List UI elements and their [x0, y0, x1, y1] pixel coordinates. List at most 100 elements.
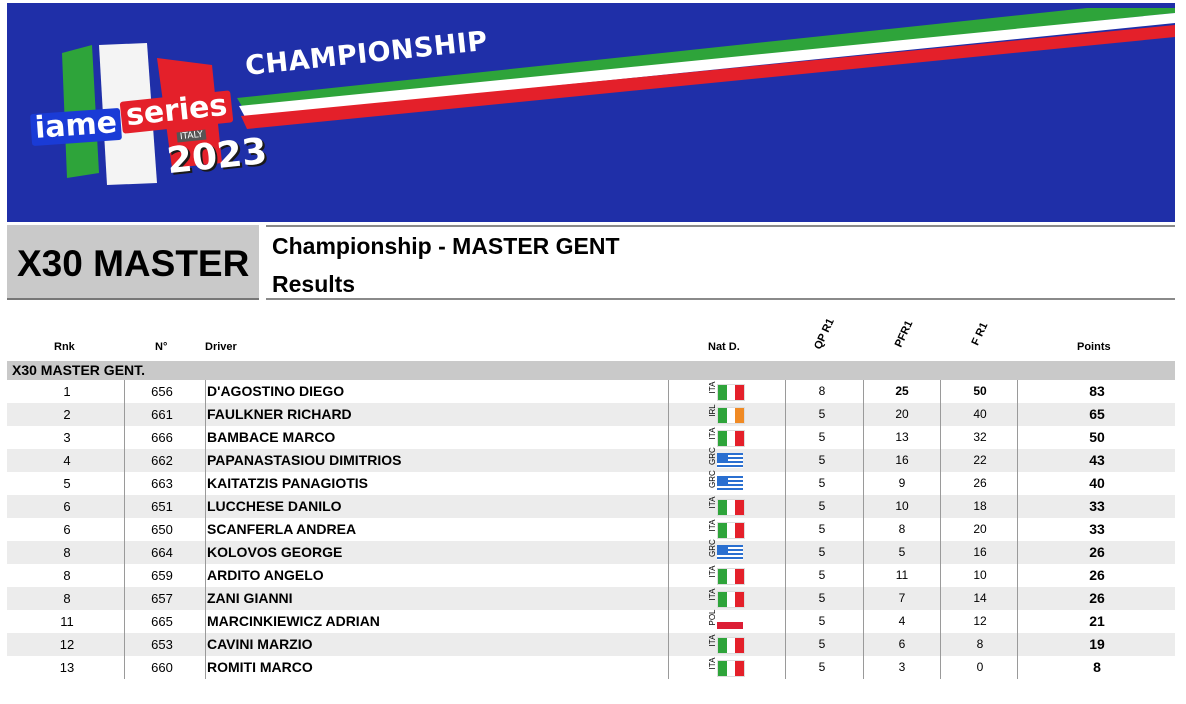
column-divider — [668, 518, 669, 541]
qp-cell: 5 — [818, 545, 826, 559]
col-number: N° — [155, 341, 168, 353]
number-cell: 663 — [151, 476, 173, 491]
column-divider — [668, 380, 669, 403]
nat-code: ITA — [708, 565, 717, 578]
col-pf: PFR1 — [892, 318, 916, 350]
column-divider — [940, 587, 941, 610]
number-cell: 660 — [151, 660, 173, 675]
f-cell: 8 — [976, 637, 984, 651]
column-divider — [668, 656, 669, 679]
column-divider — [863, 656, 864, 679]
column-divider — [205, 610, 206, 633]
group-label: X30 MASTER GENT. — [12, 362, 146, 378]
f-cell: 12 — [973, 614, 987, 628]
page-title: Championship - MASTER GENT — [272, 233, 620, 259]
column-divider — [124, 403, 125, 426]
points-cell: 33 — [1089, 498, 1105, 514]
driver-cell: MARCINKIEWICZ ADRIAN — [207, 613, 380, 629]
rank-cell: 2 — [63, 407, 71, 422]
column-divider — [785, 633, 786, 656]
column-divider — [668, 426, 669, 449]
qp-cell: 5 — [818, 522, 826, 536]
table-row: 3 666 BAMBACE MARCO ITA 5 13 32 50 — [7, 426, 1175, 449]
column-divider — [1017, 656, 1018, 679]
rank-cell: 8 — [63, 545, 71, 560]
points-cell: 19 — [1089, 636, 1105, 652]
column-divider — [205, 587, 206, 610]
qp-cell: 5 — [818, 499, 826, 513]
column-divider — [205, 449, 206, 472]
column-divider — [668, 541, 669, 564]
qp-cell: 8 — [818, 384, 826, 398]
nat-code: ITA — [708, 588, 717, 601]
f-cell: 32 — [973, 430, 987, 444]
pf-cell: 4 — [898, 614, 906, 628]
f-cell: 22 — [973, 453, 987, 467]
column-divider — [1017, 541, 1018, 564]
qp-cell: 5 — [818, 660, 826, 674]
driver-cell: LUCCHESE DANILO — [207, 498, 342, 514]
rank-cell: 1 — [63, 384, 71, 399]
column-divider — [205, 472, 206, 495]
column-divider — [668, 610, 669, 633]
nat-code: ITA — [708, 657, 717, 670]
number-cell: 650 — [151, 522, 173, 537]
category-box: X30 MASTER — [7, 225, 259, 300]
column-divider — [124, 564, 125, 587]
number-cell: 659 — [151, 568, 173, 583]
column-divider — [1017, 380, 1018, 403]
qp-cell: 5 — [818, 591, 826, 605]
f-cell: 50 — [973, 384, 987, 398]
column-divider — [785, 656, 786, 679]
nat-code: GRC — [708, 447, 717, 465]
flag-icon — [717, 453, 743, 468]
nat-code: POL — [708, 609, 717, 626]
column-divider — [1017, 403, 1018, 426]
column-divider — [940, 541, 941, 564]
points-cell: 26 — [1089, 544, 1105, 560]
flag-icon — [717, 591, 745, 608]
column-divider — [940, 633, 941, 656]
flag-stripes-graphic — [62, 8, 1175, 185]
column-divider — [785, 564, 786, 587]
column-divider — [940, 564, 941, 587]
table-row: 8 659 ARDITO ANGELO ITA 5 11 10 26 — [7, 564, 1175, 587]
rank-cell: 6 — [63, 522, 71, 537]
table-row: 8 664 KOLOVOS GEORGE GRC 5 5 16 26 — [7, 539, 1175, 564]
number-cell: 665 — [151, 614, 173, 629]
table-row: 12 653 CAVINI MARZIO ITA 5 6 8 19 — [7, 633, 1175, 656]
driver-cell: BAMBACE MARCO — [207, 429, 336, 445]
number-cell: 656 — [151, 384, 173, 399]
column-divider — [940, 656, 941, 679]
column-divider — [668, 403, 669, 426]
f-cell: 0 — [976, 660, 984, 674]
column-divider — [940, 495, 941, 518]
flag-icon — [717, 545, 743, 560]
nat-code: GRC — [708, 539, 717, 557]
f-cell: 14 — [973, 591, 987, 605]
flag-icon — [717, 407, 745, 424]
column-divider — [863, 449, 864, 472]
f-cell: 26 — [973, 476, 987, 490]
title-box: Championship - MASTER GENT Results — [266, 225, 1175, 300]
driver-cell: FAULKNER RICHARD — [207, 406, 352, 422]
column-divider — [205, 656, 206, 679]
points-cell: 26 — [1089, 590, 1105, 606]
col-nat: Nat D. — [708, 341, 740, 353]
flag-icon — [717, 476, 743, 491]
column-divider — [863, 610, 864, 633]
f-cell: 10 — [973, 568, 987, 582]
group-header: X30 MASTER GENT. — [7, 361, 1175, 380]
column-divider — [785, 518, 786, 541]
column-divider — [124, 380, 125, 403]
flag-icon — [717, 614, 743, 629]
column-divider — [124, 472, 125, 495]
column-divider — [124, 610, 125, 633]
rank-cell: 8 — [63, 591, 71, 606]
column-divider — [785, 449, 786, 472]
rank-cell: 3 — [63, 430, 71, 445]
column-divider — [940, 610, 941, 633]
driver-cell: ARDITO ANGELO — [207, 567, 324, 583]
column-divider — [668, 495, 669, 518]
column-divider — [205, 403, 206, 426]
